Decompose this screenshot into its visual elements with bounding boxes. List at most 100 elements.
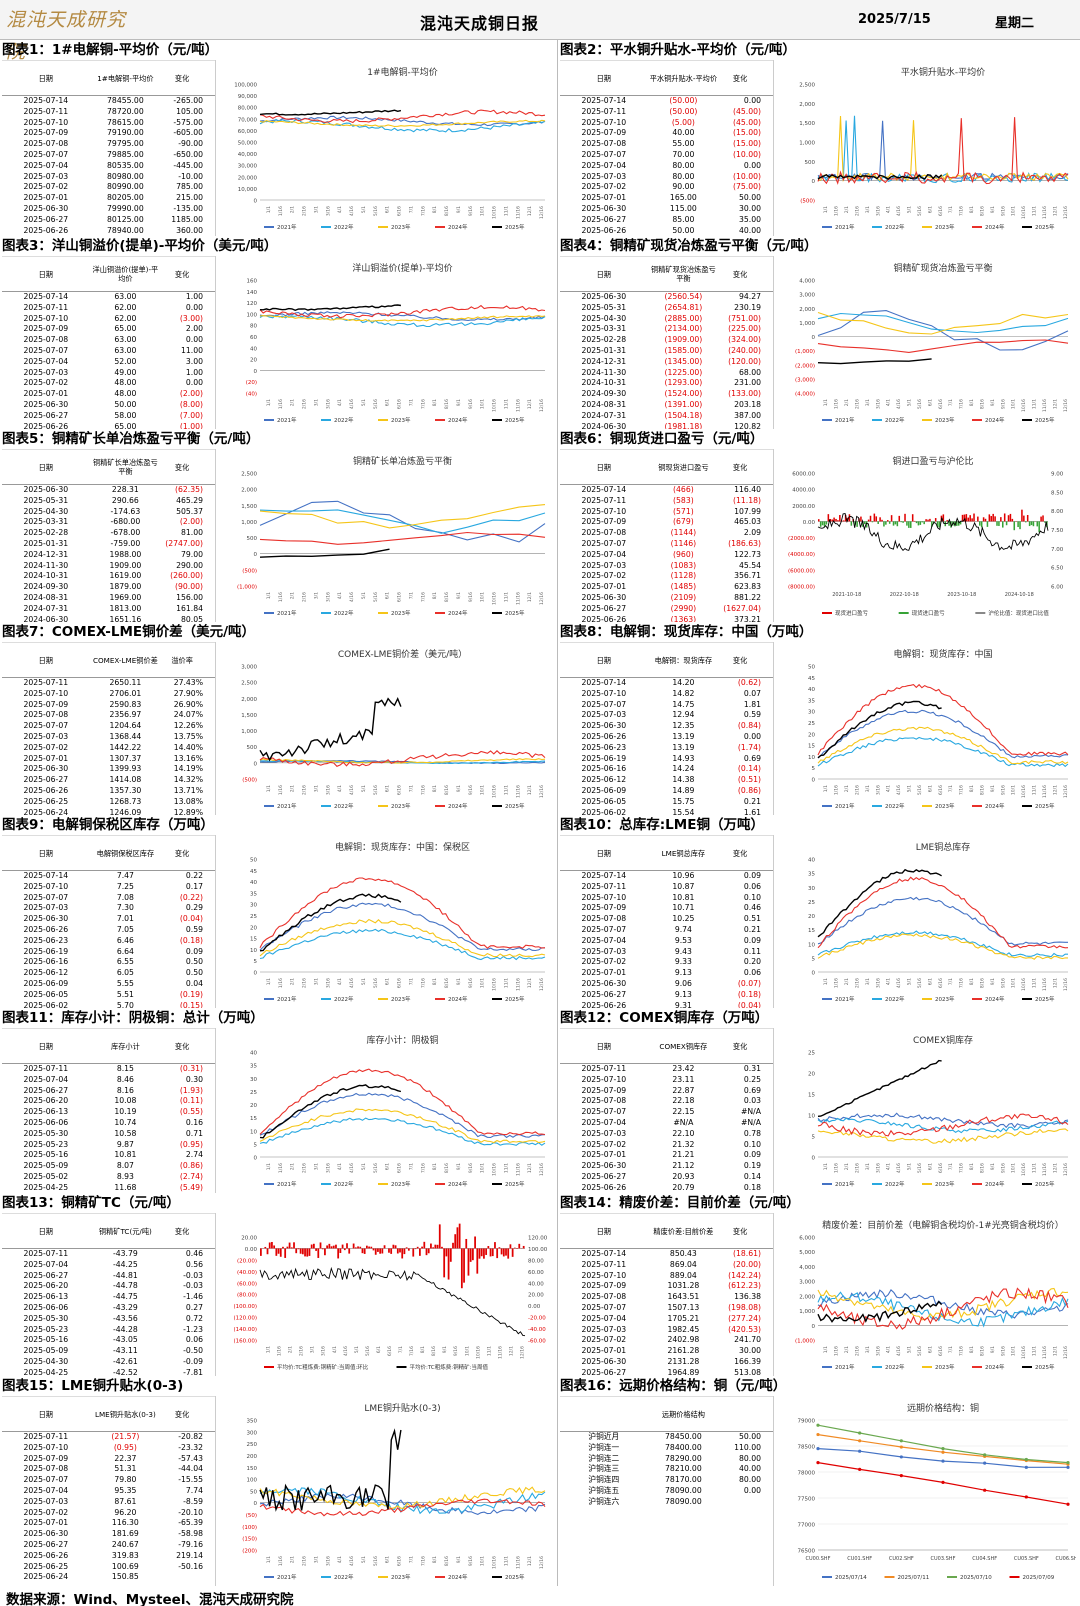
row-change: -10.00 — [178, 171, 203, 181]
bar — [917, 521, 920, 526]
row-change: 2.09 — [743, 528, 761, 538]
table-row: 2025-07-04 (960) 122.73 — [560, 550, 773, 561]
row-value: 1246.09 — [109, 807, 142, 815]
x-tick-label: 3/1 — [313, 592, 319, 599]
row-change: 81.00 — [180, 528, 203, 538]
table-row: 2025-06-30 50.00 (8.00) — [2, 400, 215, 411]
x-tick-label: 3/1 — [865, 1346, 871, 1353]
x-tick-label: 9/1 — [456, 1163, 462, 1170]
row-date: 2025-07-01 — [581, 1346, 627, 1356]
table-row: 2025-07-03 49.00 1.00 — [2, 368, 215, 379]
table-row: 2025-07-07 7.08 (0.22) — [2, 893, 215, 904]
bar — [401, 1248, 404, 1259]
legend-label: 2021年 — [835, 802, 855, 810]
y-tick-label: 20 — [808, 914, 815, 920]
table-row: 2025-07-10 7.25 0.17 — [2, 882, 215, 893]
row-value: 1507.13 — [667, 1302, 700, 1312]
y-tick-label: (20) — [246, 380, 257, 386]
row-change: (2.74) — [179, 1171, 203, 1181]
table-row: 2025-06-16 14.24 (0.14) — [560, 764, 773, 775]
row-change: -265.00 — [173, 96, 203, 105]
x-tick-label: 4/16 — [349, 592, 355, 602]
x-tick-label: 5/16 — [373, 1163, 379, 1173]
table-row: 2024-09-30 (1524.00) (133.00) — [560, 389, 773, 400]
row-date: 2025-07-11 — [23, 1432, 69, 1441]
x-tick-label: 8/1 — [969, 785, 975, 792]
row-change: 0.51 — [743, 914, 761, 924]
y-tick-label: (140.00) — [233, 1327, 257, 1333]
row-value: 14.93 — [672, 753, 695, 763]
x-tick-label: CU02.SHF — [889, 1556, 914, 1562]
y-tick-label: 30 — [250, 903, 257, 909]
row-value: 10.96 — [672, 871, 695, 880]
y-tick-label: 5 — [812, 1135, 816, 1141]
row-date: 2025-06-30 — [23, 399, 69, 409]
legend-label: 2024年 — [448, 995, 468, 1003]
y-tick-label: 76500 — [798, 1549, 816, 1555]
x-tick-label: 7/16 — [409, 1346, 415, 1356]
x-tick-label: 9/16 — [453, 1346, 459, 1356]
row-value: 1268.73 — [109, 796, 142, 806]
table-row: 2025-07-02 (1128) 356.71 — [560, 571, 773, 582]
row-change: -15.55 — [178, 1475, 203, 1485]
x-tick-label: 3/1 — [313, 978, 319, 985]
row-change: -0.50 — [183, 1346, 203, 1356]
row-date: 2025-03-31 — [581, 324, 627, 334]
row-value: (1485) — [670, 582, 697, 592]
row-date: 2025-06-26 — [23, 225, 69, 235]
legend-label: 2024年 — [985, 995, 1005, 1003]
bar — [892, 521, 895, 526]
x-tick-label: 1/16 — [834, 785, 840, 795]
row-value: 80535.00 — [107, 160, 144, 170]
bar — [879, 517, 881, 522]
x-tick-label: 2/16 — [854, 978, 860, 988]
x-tick-label: 4/16 — [896, 785, 902, 795]
row-change: 0.06 — [185, 1335, 203, 1345]
bar — [295, 1248, 298, 1254]
x-tick-label: 3/16 — [875, 1346, 881, 1356]
legend-label: 2021年 — [277, 416, 297, 424]
x-tick-label: 12/16 — [1063, 785, 1069, 798]
bar — [990, 516, 993, 522]
legend-label: 2023年 — [935, 802, 955, 810]
table-header: 日期 洋山铜溢价(提单)-平均价 变化 — [2, 256, 215, 292]
y-tick-label: 2,000 — [799, 102, 815, 108]
row-value: 14.82 — [672, 688, 695, 698]
bar — [310, 1244, 313, 1249]
column-header: 变化 — [732, 462, 748, 472]
row-date: 2025-07-07 — [581, 924, 627, 934]
legend-label: 2022年 — [334, 1573, 354, 1581]
bar — [394, 1245, 397, 1249]
series-line — [817, 1448, 1068, 1468]
table-row: 2025-07-08 79795.00 -90.00 — [2, 139, 215, 150]
row-change: -1.46 — [183, 1292, 203, 1302]
y-tick-label: 5 — [254, 959, 258, 965]
row-value: 80990.00 — [107, 182, 144, 192]
chart-panel: 图表14：精废价差：目前价差（元/吨） 日期 精废价差:目前价差 变化 2025-07-… — [560, 1193, 1078, 1376]
legend-label: 2025年 — [505, 416, 525, 424]
x-tick-label: 12/1 — [527, 1163, 533, 1173]
row-value: 55.00 — [672, 139, 695, 149]
bar — [275, 1248, 278, 1256]
row-change: (10.00) — [732, 149, 761, 159]
row-value: 12.94 — [672, 710, 695, 720]
row-date: 2025-06-05 — [23, 989, 69, 999]
column-header: 变化 — [174, 1041, 190, 1051]
y-tick-label: 45 — [808, 676, 815, 682]
row-change: (225.00) — [728, 324, 761, 334]
row-value: (1128) — [670, 571, 697, 581]
series-line — [817, 1287, 1069, 1321]
bar — [441, 1246, 443, 1249]
x-tick-label: 2/16 — [854, 399, 860, 409]
x-tick-label: 10/16 — [1021, 785, 1027, 798]
bar — [969, 515, 971, 522]
series-line — [259, 750, 546, 767]
x-tick-label: 2/1 — [844, 1163, 850, 1170]
row-change: (0.55) — [179, 1107, 203, 1117]
x-tick-label: 5/1 — [361, 1556, 367, 1563]
table-row: 2025-07-03 22.10 0.78 — [560, 1129, 773, 1140]
row-value: -43.79 — [112, 1249, 138, 1258]
bar — [1007, 515, 1010, 522]
row-change: 290.00 — [176, 560, 203, 570]
row-change: 0.09 — [743, 871, 761, 880]
